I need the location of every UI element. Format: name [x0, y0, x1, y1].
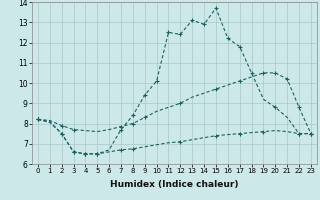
X-axis label: Humidex (Indice chaleur): Humidex (Indice chaleur)	[110, 180, 239, 189]
